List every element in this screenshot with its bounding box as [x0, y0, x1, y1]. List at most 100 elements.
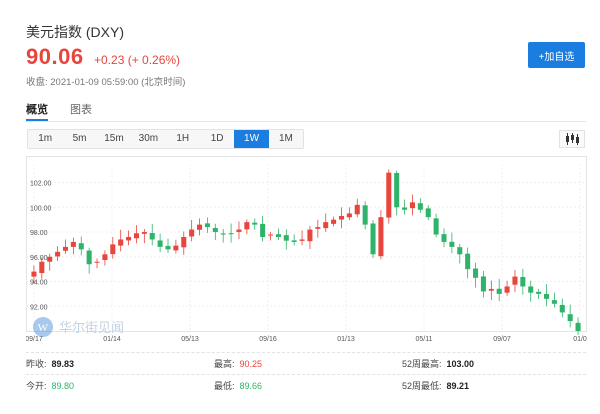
candle — [228, 223, 234, 243]
candle — [315, 219, 321, 238]
candle — [78, 236, 84, 256]
candle — [307, 225, 313, 249]
candle — [62, 239, 69, 254]
candle — [512, 269, 518, 293]
x-tick-label: 01/13 — [337, 336, 355, 343]
candlestick-series — [31, 169, 581, 335]
price-chart[interactable]: 102.00 100.00 98.00 96.00 94.00 92.00 09/17 01… — [26, 156, 588, 346]
candle — [449, 232, 455, 254]
candle — [110, 236, 116, 259]
view-tabs: 概览 图表 — [26, 101, 92, 121]
candle — [252, 218, 258, 231]
candle — [165, 238, 171, 253]
candle — [291, 234, 297, 246]
candle — [370, 220, 376, 258]
candle — [362, 201, 368, 230]
period-30m[interactable]: 30m — [138, 133, 159, 144]
candle — [536, 288, 542, 300]
candle — [457, 243, 463, 264]
stats-row-2: 今开: 89.80 最低: 89.66 52周最低: 89.21 — [26, 374, 586, 392]
add-to-watchlist-button[interactable]: +加自选 — [528, 42, 585, 68]
candle — [559, 298, 565, 318]
price-change: +0.23 (+ 0.26%) — [94, 53, 181, 67]
candle — [39, 257, 45, 279]
y-tick-label: 100.00 — [30, 205, 52, 212]
candle — [283, 229, 289, 250]
stat-52w-high: 52周最高: 103.00 — [402, 359, 475, 369]
candle — [149, 223, 155, 246]
period-1mo[interactable]: 1M — [278, 133, 293, 144]
candle — [473, 262, 479, 288]
candle — [394, 170, 400, 216]
candle — [236, 221, 242, 240]
candle — [299, 230, 305, 246]
period-5m[interactable]: 5m — [72, 133, 87, 144]
x-tick-label: 09/16 — [259, 336, 277, 343]
candle — [551, 292, 557, 308]
x-tick-label: 09/07 — [493, 336, 511, 343]
candle — [267, 231, 274, 241]
period-1m[interactable]: 1m — [38, 133, 53, 144]
x-tick-label: 01/14 — [103, 336, 121, 343]
candle — [204, 217, 210, 233]
candle — [133, 225, 139, 244]
candle — [244, 219, 250, 235]
chart-type-button[interactable] — [559, 130, 585, 148]
period-1h[interactable]: 1H — [176, 133, 190, 144]
candle — [409, 194, 415, 216]
candle — [220, 228, 226, 243]
candle — [47, 253, 53, 271]
candle — [567, 304, 573, 328]
candle — [70, 237, 76, 255]
candle — [157, 233, 163, 253]
candlestick-icon — [566, 133, 579, 145]
candle — [520, 268, 526, 295]
candle — [323, 213, 329, 232]
stat-52w-low: 52周最低: 89.21 — [402, 381, 470, 391]
y-tick-label: 94.00 — [30, 280, 48, 287]
candle — [488, 280, 494, 300]
candle — [55, 246, 61, 262]
x-tick-label: 05/11 — [416, 336, 433, 343]
svg-text:W: W — [38, 322, 49, 334]
candle — [212, 223, 218, 241]
y-tick-label: 96.00 — [30, 255, 48, 262]
candle — [417, 198, 423, 213]
candle — [275, 228, 281, 241]
candle — [543, 284, 550, 307]
y-tick-label: 92.00 — [30, 304, 48, 311]
candle — [465, 247, 471, 279]
candle — [346, 207, 352, 221]
y-tick-label: 102.00 — [30, 181, 52, 188]
candle — [441, 228, 447, 248]
watermark-text: 华尔街见闻 — [59, 321, 124, 336]
period-selector: 1m 5m 15m 30m 1H 1D 1W 1M — [27, 129, 305, 149]
candle — [86, 247, 92, 274]
candle — [331, 216, 337, 227]
candle — [118, 229, 124, 252]
stat-open: 今开: 89.80 — [26, 381, 75, 391]
candle — [402, 199, 408, 215]
candle — [260, 215, 266, 242]
candle — [433, 213, 439, 238]
candle — [181, 231, 187, 255]
candle — [126, 230, 132, 246]
tab-chart[interactable]: 图表 — [70, 104, 92, 116]
period-15m[interactable]: 15m — [104, 133, 124, 144]
candle — [354, 198, 360, 218]
candle — [504, 280, 510, 296]
x-tick-label: 05/13 — [181, 336, 199, 343]
period-1w[interactable]: 1W — [234, 130, 269, 148]
candle — [197, 218, 203, 236]
candle — [94, 258, 100, 269]
stat-low: 最低: 89.66 — [214, 381, 263, 391]
watermark-logo: W 华尔街见闻 — [33, 317, 124, 337]
candle — [425, 205, 431, 221]
current-price: 90.06 — [26, 44, 84, 69]
x-tick-label: 01/0 — [573, 336, 587, 343]
candle — [496, 278, 502, 302]
candle — [480, 270, 486, 298]
tab-overview[interactable]: 概览 — [26, 101, 48, 121]
candle — [386, 169, 392, 224]
period-1d[interactable]: 1D — [210, 133, 224, 144]
